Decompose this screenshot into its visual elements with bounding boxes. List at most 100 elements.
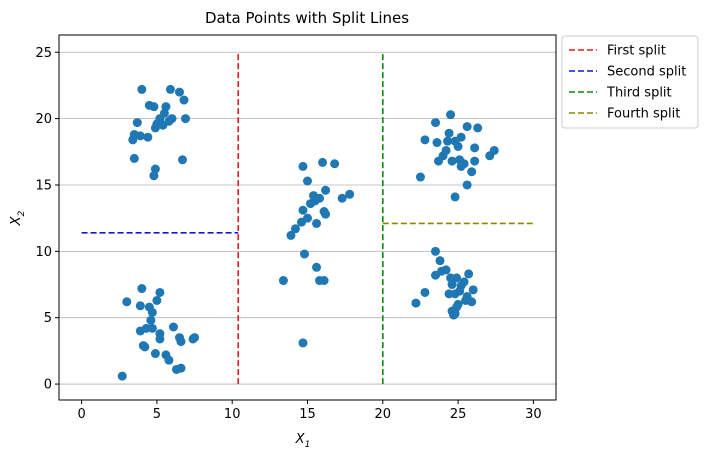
legend-label: Fourth split bbox=[607, 107, 680, 122]
data-point bbox=[462, 122, 472, 132]
data-points bbox=[117, 84, 499, 381]
data-point bbox=[146, 315, 156, 325]
data-point bbox=[453, 141, 463, 151]
data-point bbox=[432, 138, 442, 148]
legend-label: Second split bbox=[607, 65, 686, 80]
data-point bbox=[470, 143, 480, 153]
data-point bbox=[143, 132, 153, 142]
data-point bbox=[299, 249, 309, 259]
data-point bbox=[420, 135, 430, 145]
data-point bbox=[168, 322, 178, 332]
data-point bbox=[158, 120, 168, 130]
data-point bbox=[190, 333, 200, 343]
data-point bbox=[176, 337, 186, 347]
data-point bbox=[303, 176, 312, 186]
data-point bbox=[155, 334, 165, 344]
data-point bbox=[298, 161, 308, 171]
data-point bbox=[150, 349, 160, 359]
y-tick-label: 5 bbox=[44, 311, 52, 326]
chart-title: Data Points with Split Lines bbox=[205, 9, 409, 27]
data-point bbox=[174, 87, 184, 97]
data-point bbox=[319, 276, 329, 286]
data-point bbox=[129, 153, 139, 163]
legend: First split Second split Third split Fourth… bbox=[561, 35, 699, 129]
data-point bbox=[155, 287, 165, 297]
data-point bbox=[149, 171, 159, 181]
data-point bbox=[446, 110, 456, 120]
legend-box bbox=[561, 35, 699, 129]
y-axis-ticks: 0 5 10 15 20 25 bbox=[35, 46, 59, 393]
data-point bbox=[473, 123, 483, 133]
data-point bbox=[117, 371, 127, 381]
x-tick-label: 5 bbox=[153, 407, 161, 422]
x-axis-label: X1 bbox=[295, 432, 311, 450]
x-tick-label: 0 bbox=[77, 407, 85, 422]
y-tick-label: 10 bbox=[35, 245, 52, 260]
data-point bbox=[485, 151, 495, 161]
data-point bbox=[470, 156, 480, 166]
data-point bbox=[137, 284, 147, 294]
data-point bbox=[147, 307, 157, 317]
data-point bbox=[152, 295, 162, 305]
y-tick-label: 15 bbox=[35, 178, 52, 193]
data-point bbox=[447, 156, 457, 166]
data-point bbox=[165, 84, 175, 94]
y-tick-label: 25 bbox=[35, 46, 52, 61]
legend-label: Third split bbox=[606, 86, 672, 101]
data-point bbox=[312, 262, 322, 272]
data-point bbox=[150, 123, 160, 133]
data-point bbox=[177, 155, 187, 165]
data-point bbox=[181, 114, 191, 124]
x-tick-label: 15 bbox=[299, 407, 316, 422]
data-point bbox=[437, 266, 447, 276]
legend-label: First split bbox=[607, 44, 666, 59]
data-point bbox=[286, 230, 296, 240]
y-axis-label: X2 bbox=[9, 210, 27, 226]
data-point bbox=[312, 218, 322, 228]
data-point bbox=[462, 180, 472, 190]
data-point bbox=[149, 102, 159, 112]
data-point bbox=[132, 118, 142, 128]
data-point bbox=[135, 326, 145, 336]
data-point bbox=[450, 192, 460, 202]
data-point bbox=[135, 131, 145, 141]
data-point bbox=[462, 291, 472, 301]
x-tick-label: 25 bbox=[450, 407, 467, 422]
data-point bbox=[467, 167, 477, 177]
data-point bbox=[337, 193, 347, 203]
data-point bbox=[464, 269, 474, 279]
data-point bbox=[415, 172, 425, 182]
data-point bbox=[444, 289, 454, 299]
data-point bbox=[171, 364, 181, 374]
data-point bbox=[431, 118, 441, 128]
data-point bbox=[298, 338, 308, 348]
y-tick-label: 0 bbox=[44, 378, 52, 393]
data-point bbox=[330, 159, 340, 169]
data-point bbox=[296, 217, 306, 227]
data-point bbox=[290, 224, 300, 234]
data-point bbox=[128, 135, 138, 145]
data-point bbox=[321, 185, 331, 195]
data-point bbox=[443, 136, 453, 146]
data-point bbox=[318, 157, 328, 167]
data-point bbox=[179, 95, 189, 105]
data-point bbox=[147, 323, 157, 333]
data-point bbox=[140, 342, 150, 352]
data-point bbox=[298, 205, 308, 215]
data-point bbox=[435, 256, 445, 266]
y-tick-label: 20 bbox=[35, 112, 52, 127]
split-lines bbox=[81, 52, 534, 385]
data-point bbox=[135, 301, 145, 311]
data-point bbox=[444, 128, 454, 138]
data-point bbox=[122, 297, 132, 307]
data-point bbox=[411, 298, 421, 308]
data-point bbox=[456, 161, 466, 171]
data-point bbox=[447, 280, 457, 290]
data-point bbox=[164, 355, 174, 365]
x-axis-ticks: 0 5 10 15 20 25 30 bbox=[77, 400, 542, 422]
data-point bbox=[278, 276, 288, 286]
data-point bbox=[449, 310, 459, 320]
x-tick-label: 10 bbox=[224, 407, 241, 422]
data-point bbox=[310, 196, 320, 206]
